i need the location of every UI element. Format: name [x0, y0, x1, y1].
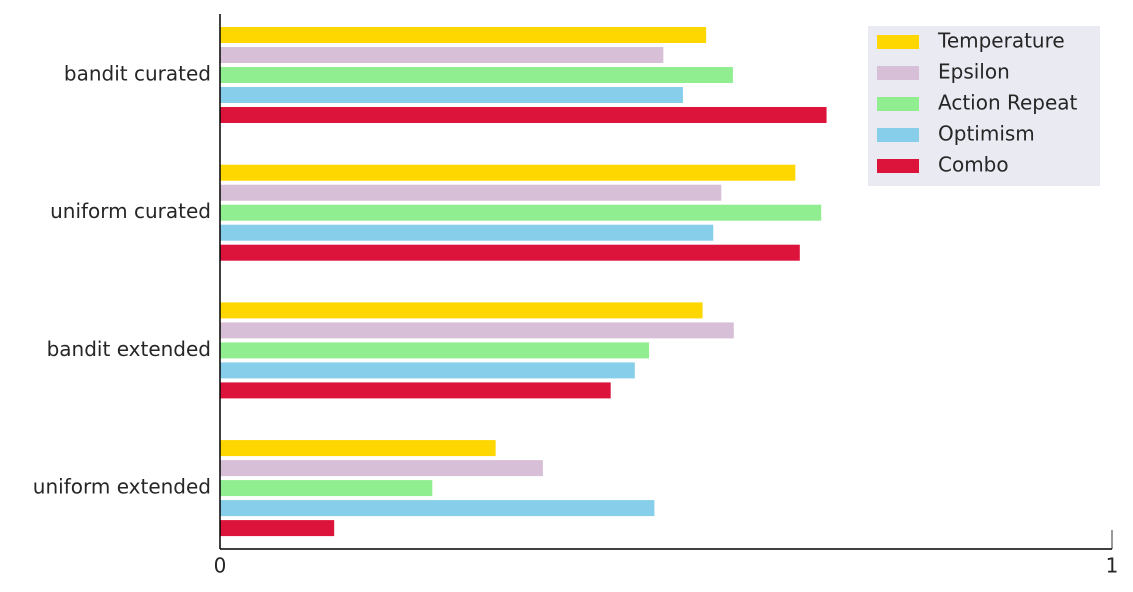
- legend-swatch: [877, 97, 919, 111]
- y-tick-label: uniform curated: [50, 199, 211, 223]
- y-tick-label: uniform extended: [33, 475, 211, 499]
- bar: [220, 322, 734, 339]
- legend-label: Action Repeat: [938, 91, 1078, 115]
- legend: Temperature Epsilon Action Repeat Optimism C…: [868, 26, 1100, 186]
- legend-label: Epsilon: [938, 60, 1010, 84]
- bar: [220, 520, 335, 537]
- bar: [220, 67, 733, 83]
- x-tick-label: 0: [214, 554, 227, 578]
- bar: [220, 244, 800, 261]
- bar: [220, 382, 611, 399]
- bar: [220, 47, 664, 63]
- y-tick-label: bandit extended: [47, 337, 211, 361]
- legend-swatch: [877, 159, 919, 173]
- bar: [220, 184, 722, 201]
- bar: [220, 440, 496, 457]
- bar: [220, 224, 714, 241]
- legend-label: Temperature: [937, 29, 1065, 53]
- y-tick-label: bandit curated: [64, 62, 211, 86]
- legend-swatch: [877, 35, 919, 49]
- bar: [220, 107, 827, 123]
- legend-label: Combo: [938, 153, 1009, 177]
- legend-label: Optimism: [938, 122, 1035, 146]
- bar: [220, 27, 707, 43]
- bar: [220, 204, 822, 221]
- bar: [220, 342, 650, 359]
- bar: [220, 302, 703, 319]
- bar: [220, 500, 655, 517]
- bar: [220, 362, 635, 379]
- x-tick-label: 1: [1106, 554, 1119, 578]
- bar: [220, 480, 433, 497]
- bar: [220, 164, 796, 181]
- legend-swatch: [877, 128, 919, 142]
- legend-swatch: [877, 66, 919, 80]
- bar: [220, 460, 543, 477]
- bar: [220, 87, 683, 103]
